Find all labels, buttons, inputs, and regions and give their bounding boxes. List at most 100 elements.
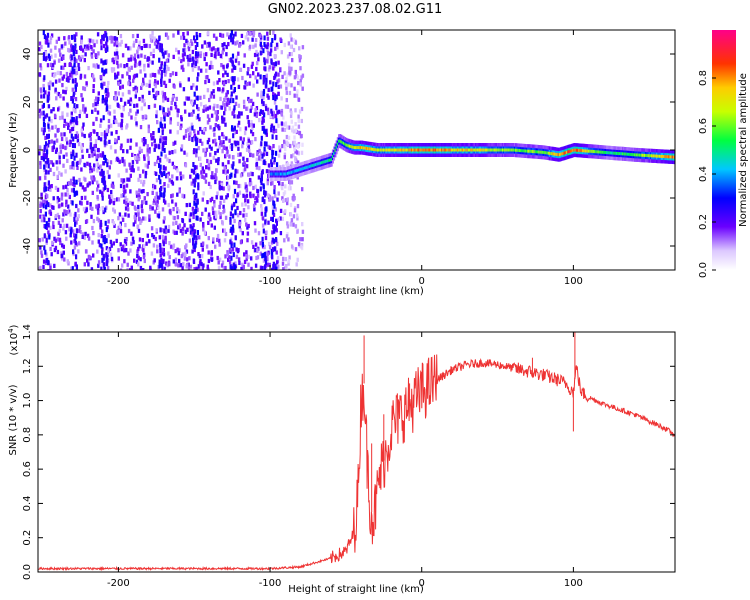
spectrogram-cell <box>162 142 165 148</box>
spectrogram-cell <box>241 144 244 149</box>
spectrogram-cell <box>57 58 61 63</box>
spectrogram-cell <box>245 212 248 218</box>
spectrogram-cell <box>230 266 233 270</box>
spectrogram-cell <box>251 37 254 42</box>
spectrogram-cell <box>185 249 189 254</box>
spectrogram-x-label: Height of straight line (km) <box>288 286 424 297</box>
spectrogram-cell <box>195 165 198 170</box>
spectrogram-cell <box>256 92 259 97</box>
spectrogram-cell <box>292 214 296 219</box>
spectrogram-cell <box>75 49 78 54</box>
spectrogram-cell <box>215 195 218 200</box>
spectrogram-cell <box>266 36 270 41</box>
signal-ridge-cell <box>524 149 527 153</box>
spectrogram-cell <box>222 73 225 78</box>
spectrogram-cell <box>221 149 224 154</box>
signal-ridge-cell <box>637 153 640 157</box>
spectrogram-cell <box>301 237 304 242</box>
spectrogram-cell <box>100 40 103 45</box>
spectrogram-cell <box>259 265 263 270</box>
spectrogram-cell <box>156 155 160 160</box>
spectrogram-cell <box>271 237 274 243</box>
spectrogram-cell <box>196 199 199 205</box>
spectrogram-cell <box>198 235 201 240</box>
spectrogram-cell <box>140 246 144 251</box>
spectrogram-cell <box>78 114 81 119</box>
spectrogram-cell <box>146 233 149 238</box>
spectrogram-cell <box>290 218 294 223</box>
spectrogram-cell <box>121 84 124 89</box>
spectrogram-cell <box>272 62 276 67</box>
spectrogram-cell <box>222 228 225 233</box>
spectrogram-cell <box>264 75 267 80</box>
spectrogram-cell <box>93 129 96 134</box>
signal-ridge-cell <box>441 148 444 152</box>
spectrogram-cell <box>101 257 104 263</box>
spectrogram-cell <box>287 261 290 266</box>
signal-ridge-cell <box>603 150 606 154</box>
signal-ridge-cell <box>431 148 434 152</box>
spectrogram-cell <box>272 144 275 149</box>
spectrogram-cell <box>145 43 148 48</box>
spectrogram-cell <box>58 228 61 233</box>
spectrogram-cell <box>260 207 263 212</box>
spectrogram-cell <box>132 43 135 48</box>
spectrogram-cell <box>112 67 116 72</box>
spectrogram-cell <box>239 228 242 233</box>
spectrogram-cell <box>72 51 75 56</box>
spectrogram-cell <box>140 85 143 90</box>
spectrogram-cell <box>194 39 197 44</box>
spectrogram-cell <box>167 224 171 230</box>
spectrogram-cell <box>169 129 172 134</box>
spectrogram-cell <box>160 151 163 157</box>
spectrogram-cell <box>131 201 134 206</box>
spectrogram-cell <box>195 85 198 91</box>
spectrogram-cell <box>40 215 44 220</box>
spectrogram-cell <box>252 185 255 191</box>
spectrogram-cell <box>84 249 88 254</box>
spectrogram-cell <box>301 86 304 91</box>
spectrogram-cell <box>232 80 236 85</box>
spectrogram-cell <box>186 257 189 262</box>
spectrogram-cell <box>49 211 53 216</box>
spectrogram-cell <box>49 62 53 67</box>
spectrogram-cell <box>61 218 64 223</box>
spectrogram-cell <box>43 187 46 193</box>
spectrogram-cell <box>193 35 196 41</box>
signal-ridge-cell <box>498 148 501 152</box>
spectrogram-cell <box>105 87 108 93</box>
spectrogram-cell <box>147 63 150 68</box>
spectrogram-cell <box>72 136 75 142</box>
spectrogram-cell <box>124 223 127 228</box>
spectrogram-cell <box>102 36 105 42</box>
spectrogram-cell <box>262 48 265 54</box>
spectrogram-cell <box>80 128 83 133</box>
spectrogram-cell <box>108 200 112 205</box>
spectrogram-cell <box>248 148 251 154</box>
spectrogram-cell <box>219 200 222 205</box>
spectrogram-cell <box>288 66 291 71</box>
spectrogram-cell <box>127 57 130 62</box>
spectrogram-cell <box>97 260 101 265</box>
spectrogram-cell <box>217 47 220 52</box>
spectrogram-cell <box>97 165 100 170</box>
spectrogram-cell <box>190 122 194 127</box>
spectrogram-cell <box>66 140 69 145</box>
spectrogram-cell <box>153 258 156 263</box>
spectrogram-cell <box>119 229 123 234</box>
spectrogram-cell <box>249 152 252 157</box>
spectrogram-cell <box>70 227 73 233</box>
spectrogram-cell <box>159 138 162 144</box>
spectrogram-cell <box>109 197 112 202</box>
spectrogram-cell <box>297 80 300 86</box>
spectrogram-cell <box>40 202 43 207</box>
spectrogram-cell <box>277 78 281 83</box>
spectrogram-cell <box>73 179 76 185</box>
spectrogram-cell <box>90 168 94 173</box>
spectrogram-cell <box>80 167 83 172</box>
spectrogram-cell <box>39 87 42 92</box>
spectrogram-cell <box>272 261 276 266</box>
spectrogram-cell <box>142 268 145 270</box>
signal-ridge-cell <box>290 170 293 174</box>
spectrogram-cell <box>112 119 116 125</box>
